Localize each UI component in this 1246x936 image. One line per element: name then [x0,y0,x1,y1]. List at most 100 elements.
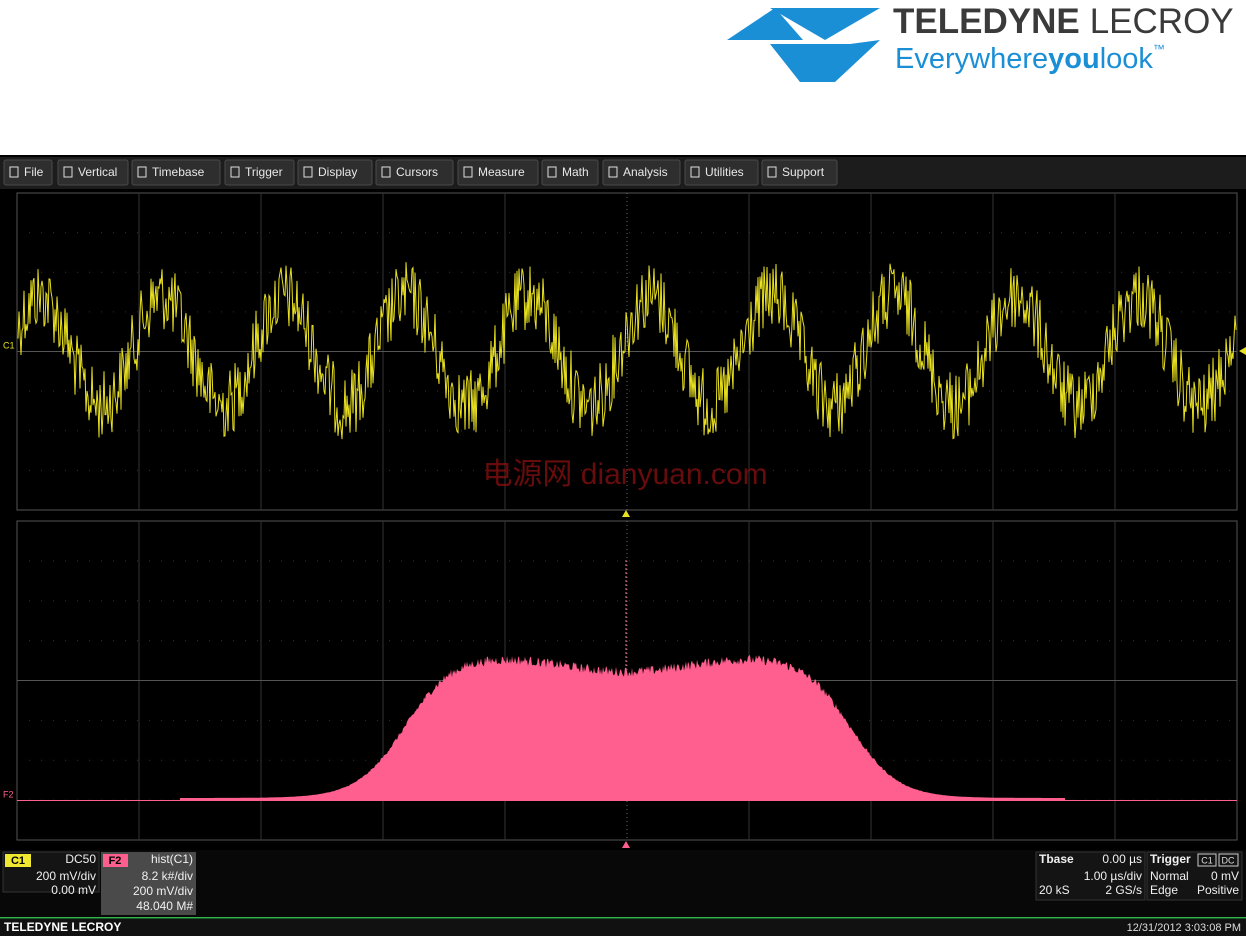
button-icon [63,166,73,178]
tagline-part: ™ [1153,42,1165,56]
hscale: 8.2 k#/div [142,869,193,883]
tag-box [1197,853,1217,867]
logo-tagline: Everywhereyoulook™ [895,42,1165,74]
count: 48.040 M# [136,899,193,913]
trigger-level: 0 mV [1211,869,1239,883]
menu-button[interactable]: Utilities [684,159,759,186]
menu-button[interactable]: Timebase [131,159,221,186]
button-icon [137,166,147,178]
level-marker [1239,347,1246,355]
channel-tag [5,854,31,867]
menu-button[interactable]: Support [761,159,838,186]
logo-brand-bold: TELEDYNE [893,2,1080,41]
histogram [180,655,1065,801]
menu-button[interactable]: Analysis [602,159,681,186]
tbase-label: Tbase [1039,852,1074,866]
button-bg [297,159,373,186]
sample-rate: 2 GS/s [1105,883,1142,897]
f2-descriptor[interactable]: F2 hist(C1) 8.2 k#/div 200 mV/div 48.040… [101,852,196,915]
menu-button[interactable]: Trigger [224,159,295,186]
channel-label: C1 [11,855,25,867]
function-label: F2 [109,855,122,867]
menu-button[interactable]: Measure [457,159,539,186]
trigger-label: Trigger [1150,852,1191,866]
button-icon [547,166,557,178]
trigger-marker [622,841,630,848]
menu-button[interactable]: Cursors [375,159,454,186]
function: hist(C1) [151,852,193,866]
offset: 0.00 mV [51,883,96,897]
logo-shape [727,8,803,40]
menu-label: Vertical [78,165,117,179]
menu-label: Math [562,165,589,179]
button-icon [463,166,473,178]
button-bg [457,159,539,186]
button-icon [303,166,313,178]
tag-box [1218,853,1239,867]
footer-brand: TELEDYNE LECROY [4,920,121,934]
button-bg [541,159,599,186]
trigger-slope: Positive [1197,883,1239,897]
menu-label: Analysis [623,165,668,179]
watermark: 电源网 dianyuan.com [482,458,767,491]
waveform-trace [17,262,1237,440]
button-bg [602,159,681,186]
descriptor-box [1146,851,1243,901]
tagline-part: you [1048,43,1100,75]
menu-label: File [24,165,44,179]
trigger-coupling: DC [1222,855,1235,865]
button-bg [375,159,454,186]
menu-button[interactable]: Display [297,159,373,186]
c1-descriptor[interactable]: C1 DC50 200 mV/div 0.00 mV [2,851,100,897]
logo-shape [770,8,880,40]
footer-datetime: 12/31/2012 3:03:08 PM [1127,922,1241,934]
menu-label: Cursors [396,165,438,179]
button-icon [690,166,700,178]
menu-button[interactable]: Vertical [57,159,129,186]
samples: 20 kS [1039,883,1070,897]
button-icon [381,166,391,178]
menu-label: Trigger [245,165,283,179]
menu-label: Utilities [705,165,744,179]
menu-label: Display [318,165,357,179]
scale: 200 mV/div [133,884,193,898]
logo-shape [777,44,835,82]
button-icon [608,166,618,178]
logo-brand: TELEDYNE LECROY [893,2,1234,41]
trigger-source: C1 [1201,855,1213,865]
button-icon [9,166,19,178]
button-bg [761,159,838,186]
button-icon [767,166,777,178]
tagline-part: Everywhere [895,43,1048,75]
timebase: 1.00 µs/div [1084,869,1142,883]
menu-label: Measure [478,165,525,179]
status-bar [0,919,1246,936]
button-bg [224,159,295,186]
menu-label: Support [782,165,825,179]
button-bg [3,159,53,186]
button-bg [684,159,759,186]
function-tag [103,854,128,867]
logo: TELEDYNE LECROY Everywhereyoulook™ [727,2,1234,82]
trigger-descriptor[interactable]: Trigger C1 DC Normal 0 mV Edge Positive [1146,851,1243,901]
trigger-marker [622,510,630,517]
menu-label: Timebase [152,165,205,179]
trigger-type: Edge [1150,883,1178,897]
scale: 200 mV/div [36,869,96,883]
menu-button[interactable]: Math [541,159,599,186]
grid-label: C1 [3,340,15,350]
trigger-mode: Normal [1150,869,1189,883]
delay: 0.00 µs [1102,852,1142,866]
grid-label: F2 [3,789,14,799]
tagline-part: look [1100,43,1154,75]
menu-button[interactable]: File [3,159,53,186]
button-bg [57,159,129,186]
descriptor-box [1035,851,1146,901]
status-line [0,917,1246,919]
coupling: DC50 [65,852,96,866]
logo-brand-light: LECROY [1090,2,1234,41]
tbase-descriptor[interactable]: Tbase 0.00 µs 1.00 µs/div 20 kS 2 GS/s [1035,851,1146,901]
button-icon [230,166,240,178]
